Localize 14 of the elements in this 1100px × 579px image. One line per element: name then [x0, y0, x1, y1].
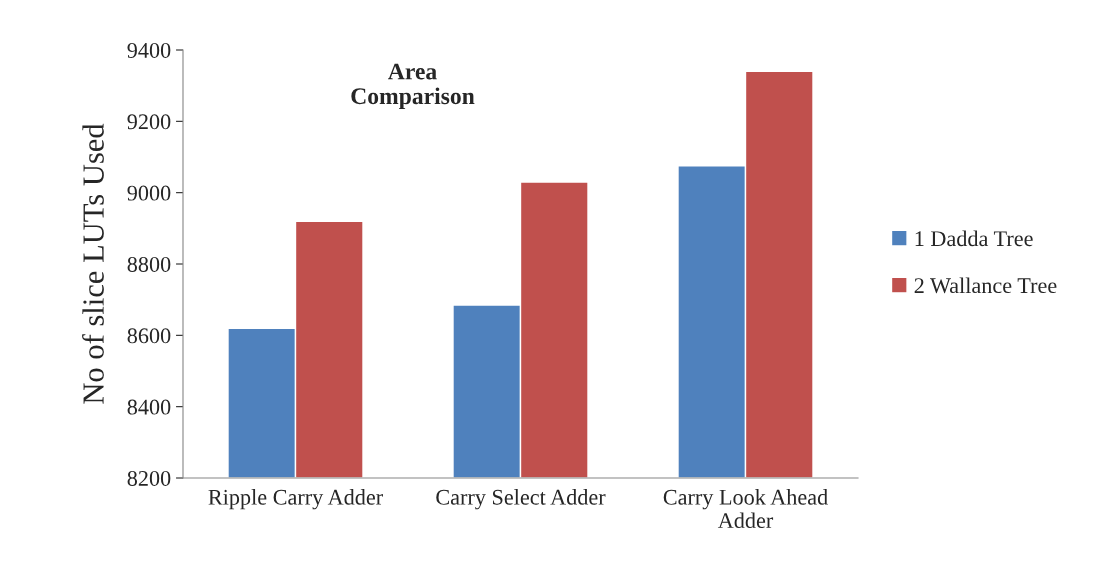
y-tick-label: 8600: [127, 328, 171, 344]
y-tick-label: 9000: [127, 185, 171, 201]
legend-label: 2 Wallance Tree: [914, 277, 1057, 294]
x-tick-label: Ripple Carry Adder: [208, 489, 383, 510]
y-tick-label: 8200: [127, 470, 171, 486]
y-axis-title: No of slice LUTs Used: [82, 123, 104, 404]
x-tick-label: Carry Look Ahead Adder: [663, 489, 828, 529]
y-tick-label: 8400: [127, 399, 171, 415]
text: Area Comparison: [351, 63, 475, 109]
y-tick-label: 9200: [127, 114, 171, 130]
y-tick-label: 8800: [127, 256, 171, 272]
x-tick-label: Carry Select Adder: [436, 489, 606, 510]
y-tick-label: 9400: [127, 42, 171, 58]
legend-label: 1 Dadda Tree: [915, 230, 1033, 247]
